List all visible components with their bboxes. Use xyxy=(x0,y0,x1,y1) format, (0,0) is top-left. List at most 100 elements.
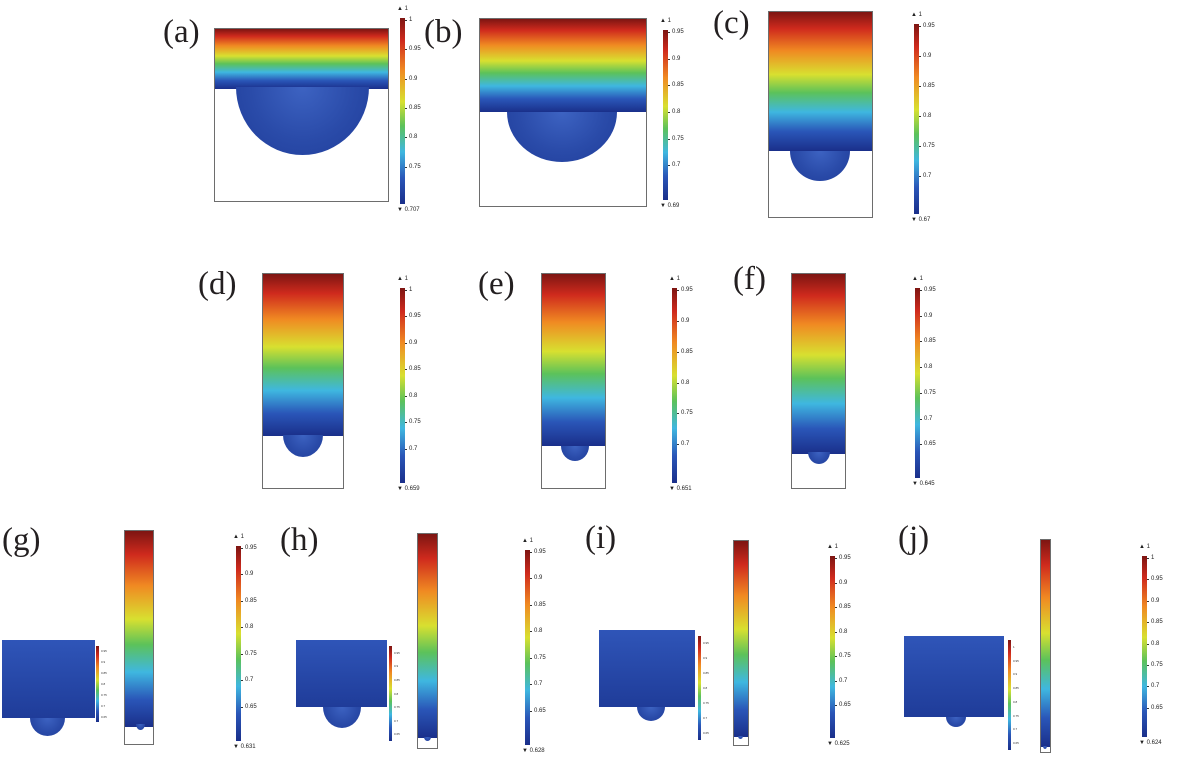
colorbar-min-1: ▼ 0.69 xyxy=(660,203,680,209)
colorbar-tick-label-1-3: 0.8 xyxy=(672,109,681,115)
colorbar-tickmark-2-2 xyxy=(919,86,921,87)
colorbar-tick-label-4-1: 0.9 xyxy=(681,317,690,324)
colorbar-tick-label-8-3: 0.8 xyxy=(839,628,848,635)
inset-droplet-6 xyxy=(30,718,65,736)
inset-tick-label-9-0: 1 xyxy=(1013,644,1015,649)
colorbar-max-7: ▲ 1 xyxy=(522,538,533,544)
inset-tick-label-7-5: 0.7 xyxy=(394,718,399,723)
colorbar-min-2: ▼ 0.67 xyxy=(911,217,931,223)
colorbar-max-1: ▲ 1 xyxy=(660,18,671,24)
colorbar-tick-label-9-4: 0.8 xyxy=(1151,640,1160,647)
colorbar-tickmark-8-5 xyxy=(835,680,837,682)
inset-tick-label-8-1: 0.9 xyxy=(703,656,708,661)
colorbar-7 xyxy=(525,550,530,745)
colorbar-tickmark-7-1 xyxy=(530,578,532,580)
droplet-7 xyxy=(424,737,431,741)
droplet-4 xyxy=(561,446,589,461)
colorbar-tickmark-6-5 xyxy=(241,680,243,682)
inset-tick-label-7-1: 0.9 xyxy=(394,664,399,669)
inset-tick-label-8-0: 0.95 xyxy=(703,641,709,646)
colorbar-tickmark-5-4 xyxy=(920,392,922,394)
inset-colorbar-6 xyxy=(96,646,99,722)
colorbar-tick-label-8-0: 0.95 xyxy=(839,555,851,561)
panel-label-8: (i) xyxy=(585,520,617,556)
colorbar-tickmark-9-5 xyxy=(1147,664,1149,666)
colorbar-tick-label-7-1: 0.9 xyxy=(534,575,543,582)
panel-label-0: (a) xyxy=(163,14,200,50)
temperature-field-5 xyxy=(792,274,845,454)
droplet-6 xyxy=(136,724,145,730)
panel-label-2: (c) xyxy=(713,5,750,41)
colorbar-tick-label-2-2: 0.85 xyxy=(923,83,935,89)
colorbar-tick-label-6-4: 0.75 xyxy=(245,650,257,657)
colorbar-tickmark-9-3 xyxy=(1147,622,1149,624)
colorbar-tick-label-7-2: 0.85 xyxy=(534,601,546,608)
colorbar-tickmark-8-1 xyxy=(835,582,837,584)
colorbar-tick-label-3-5: 0.75 xyxy=(409,419,421,426)
colorbar-tick-label-1-0: 0.95 xyxy=(672,29,684,35)
colorbar-max-5: ▲ 1 xyxy=(912,276,923,282)
colorbar-tick-label-9-6: 0.7 xyxy=(1151,683,1160,690)
colorbar-tick-label-7-4: 0.75 xyxy=(534,654,546,661)
colorbar-5 xyxy=(915,288,920,478)
colorbar-tickmark-4-4 xyxy=(677,413,679,415)
colorbar-3 xyxy=(400,288,405,483)
colorbar-tickmark-7-3 xyxy=(530,631,532,633)
inset-tick-label-8-2: 0.85 xyxy=(703,671,709,676)
inset-tick-label-7-0: 0.95 xyxy=(394,650,400,655)
colorbar-max-4: ▲ 1 xyxy=(669,276,680,282)
colorbar-tick-label-5-0: 0.95 xyxy=(924,287,936,293)
colorbar-4 xyxy=(672,288,677,483)
colorbar-tick-label-1-2: 0.85 xyxy=(672,82,684,89)
inset-tick-label-7-6: 0.65 xyxy=(394,732,400,737)
colorbar-tickmark-4-5 xyxy=(677,444,679,446)
temperature-field-7 xyxy=(418,534,437,738)
colorbar-max-6: ▲ 1 xyxy=(233,534,244,540)
droplet-9 xyxy=(1043,746,1047,749)
panel-label-9: (j) xyxy=(898,520,930,556)
colorbar-max-9: ▲ 1 xyxy=(1139,544,1150,550)
temperature-field-8 xyxy=(734,541,748,737)
temperature-field-6 xyxy=(125,531,153,727)
inset-tick-label-7-4: 0.75 xyxy=(394,705,400,710)
colorbar-1 xyxy=(663,30,668,200)
colorbar-tick-label-0-1: 0.95 xyxy=(409,46,421,53)
colorbar-tick-label-2-4: 0.75 xyxy=(923,143,935,149)
temperature-field-1 xyxy=(480,19,646,112)
colorbar-tickmark-3-1 xyxy=(405,316,407,318)
colorbar-tick-label-4-4: 0.75 xyxy=(681,410,693,417)
inset-droplet-9 xyxy=(946,717,966,727)
domain-box-8 xyxy=(733,540,749,746)
colorbar-tick-label-6-6: 0.65 xyxy=(245,703,257,710)
colorbar-6 xyxy=(236,546,241,741)
domain-box-6 xyxy=(124,530,154,745)
colorbar-tick-label-4-0: 0.95 xyxy=(681,287,693,293)
inset-droplet-7 xyxy=(323,707,361,728)
colorbar-tick-label-4-2: 0.85 xyxy=(681,348,693,355)
inset-tick-label-6-5: 0.7 xyxy=(101,703,106,708)
colorbar-tick-label-6-0: 0.95 xyxy=(245,545,257,551)
colorbar-tick-label-1-5: 0.7 xyxy=(672,162,681,169)
panel-label-7: (h) xyxy=(280,522,319,558)
inset-tick-label-9-7: 0.65 xyxy=(1013,741,1019,746)
panel-label-3: (d) xyxy=(198,266,237,302)
inset-tick-label-8-3: 0.8 xyxy=(703,686,708,690)
colorbar-min-8: ▼ 0.625 xyxy=(827,741,850,747)
inset-tick-label-9-6: 0.7 xyxy=(1013,727,1018,732)
colorbar-tickmark-9-6 xyxy=(1147,686,1149,688)
colorbar-tick-label-1-4: 0.75 xyxy=(672,135,684,142)
inset-tick-label-9-5: 0.75 xyxy=(1013,713,1019,718)
colorbar-tickmark-3-4 xyxy=(405,395,407,397)
colorbar-tick-label-8-5: 0.7 xyxy=(839,677,848,684)
colorbar-tick-label-2-0: 0.95 xyxy=(923,23,935,29)
colorbar-tickmark-6-3 xyxy=(241,627,243,629)
colorbar-min-0: ▼ 0.707 xyxy=(397,207,420,213)
inset-tick-label-8-4: 0.75 xyxy=(703,700,709,705)
inset-tick-label-8-6: 0.65 xyxy=(703,730,709,735)
colorbar-9 xyxy=(1142,556,1147,737)
colorbar-tickmark-9-4 xyxy=(1147,643,1149,645)
colorbar-tickmark-9-7 xyxy=(1147,707,1149,709)
colorbar-tickmark-6-1 xyxy=(241,574,243,576)
colorbar-tickmark-6-6 xyxy=(241,706,243,708)
inset-field-6 xyxy=(2,640,95,718)
